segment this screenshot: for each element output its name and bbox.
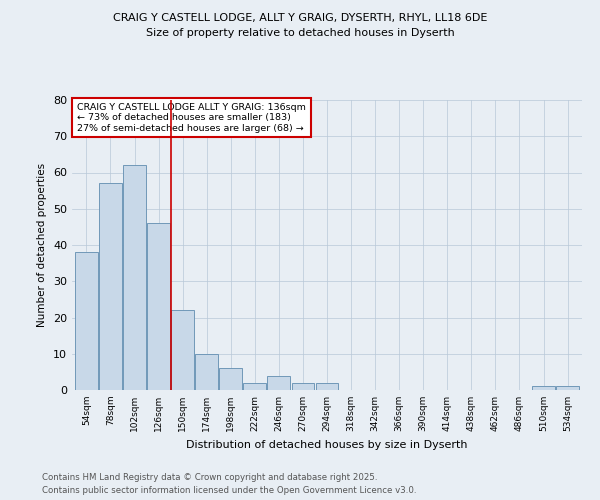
Bar — [268, 376, 290, 390]
Text: Contains public sector information licensed under the Open Government Licence v3: Contains public sector information licen… — [42, 486, 416, 495]
Text: CRAIG Y CASTELL LODGE ALLT Y GRAIG: 136sqm
← 73% of detached houses are smaller : CRAIG Y CASTELL LODGE ALLT Y GRAIG: 136s… — [77, 103, 306, 132]
Bar — [532, 386, 555, 390]
Bar — [220, 368, 242, 390]
Bar — [123, 165, 146, 390]
Bar — [292, 383, 314, 390]
Bar — [195, 354, 218, 390]
Bar — [171, 310, 194, 390]
Text: Size of property relative to detached houses in Dyserth: Size of property relative to detached ho… — [146, 28, 454, 38]
Text: CRAIG Y CASTELL LODGE, ALLT Y GRAIG, DYSERTH, RHYL, LL18 6DE: CRAIG Y CASTELL LODGE, ALLT Y GRAIG, DYS… — [113, 12, 487, 22]
Bar — [75, 252, 98, 390]
Bar — [244, 383, 266, 390]
Text: Contains HM Land Registry data © Crown copyright and database right 2025.: Contains HM Land Registry data © Crown c… — [42, 472, 377, 482]
Y-axis label: Number of detached properties: Number of detached properties — [37, 163, 47, 327]
X-axis label: Distribution of detached houses by size in Dyserth: Distribution of detached houses by size … — [186, 440, 468, 450]
Bar — [147, 223, 170, 390]
Bar — [556, 386, 579, 390]
Bar — [99, 184, 122, 390]
Bar — [316, 383, 338, 390]
